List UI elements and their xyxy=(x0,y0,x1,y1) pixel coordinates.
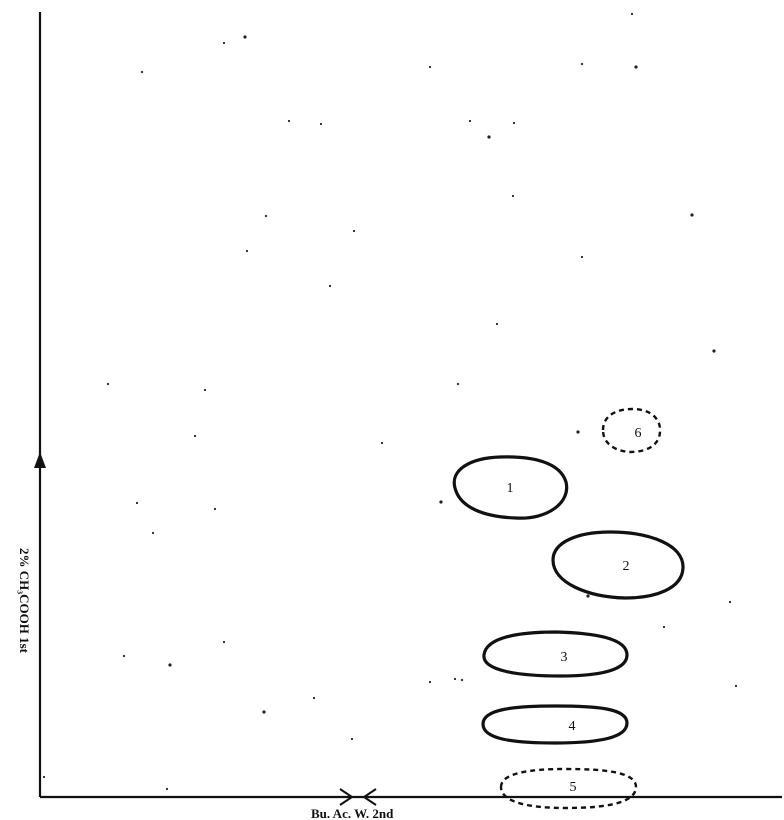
spot-4: 4 xyxy=(481,704,629,745)
paper-speck xyxy=(456,382,460,386)
paper-speck xyxy=(213,507,217,511)
paper-speck xyxy=(734,684,738,688)
second-dimension-label: Bu. Ac. W. 2nd xyxy=(311,806,394,820)
paper-speck xyxy=(106,382,110,386)
paper-speck xyxy=(168,663,172,667)
paper-speck xyxy=(319,122,323,126)
spot-5: 5 xyxy=(499,767,638,810)
paper-speck xyxy=(42,775,46,779)
paper-speck xyxy=(312,696,316,700)
paper-speck xyxy=(222,640,226,644)
paper-speck xyxy=(662,625,666,629)
paper-speck xyxy=(264,214,268,218)
paper-speck xyxy=(712,349,716,353)
paper-speck xyxy=(495,322,499,326)
spot-2-outline xyxy=(551,530,685,600)
left-arrow-icon xyxy=(362,788,377,806)
spot-6: 6 xyxy=(601,407,662,454)
paper-speck xyxy=(728,600,732,604)
paper-speck xyxy=(151,531,155,535)
first-dimension-axis: 2% CH₃COOH 1st xyxy=(17,12,46,797)
paper-speck xyxy=(222,41,226,45)
paper-speck xyxy=(586,594,590,598)
paper-speck xyxy=(262,710,266,714)
spot-5-outline xyxy=(499,767,638,810)
spot-1-outline xyxy=(452,455,569,520)
paper-speck xyxy=(453,677,457,681)
paper-speck xyxy=(576,430,580,434)
spot-1-label: 1 xyxy=(507,481,514,496)
paper-speck xyxy=(243,35,247,39)
paper-speck xyxy=(580,62,584,66)
paper-speck xyxy=(487,135,491,139)
spot-4-label: 4 xyxy=(569,719,576,734)
paper-speck xyxy=(468,119,472,123)
paper-speck xyxy=(428,65,432,69)
spot-6-outline xyxy=(601,407,662,454)
paper-speck xyxy=(328,284,332,288)
spot-2-label: 2 xyxy=(623,559,630,574)
paper-speck xyxy=(135,501,139,505)
first-dimension-label: 2% CH₃COOH 1st xyxy=(17,548,32,654)
paper-speck xyxy=(245,249,249,253)
paper-speck xyxy=(630,12,634,16)
spot-5-label: 5 xyxy=(570,780,577,795)
paper-speck xyxy=(193,434,197,438)
spot-3: 3 xyxy=(482,630,629,678)
paper-speck xyxy=(460,678,464,682)
paper-speck xyxy=(511,194,515,198)
paper-speck xyxy=(690,213,694,217)
right-arrow-icon xyxy=(339,788,354,806)
second-dimension-axis: Bu. Ac. W. 2nd xyxy=(40,788,782,820)
paper-speck xyxy=(165,787,169,791)
paper-speck xyxy=(350,737,354,741)
paper-speck xyxy=(203,388,207,392)
paper-speck xyxy=(428,680,432,684)
paper-speck xyxy=(122,654,126,658)
spot-2: 2 xyxy=(551,530,685,600)
vertical-axis-arrow-icon xyxy=(34,452,46,468)
paper-speck xyxy=(140,70,144,74)
spot-3-outline xyxy=(482,630,629,678)
paper-speck xyxy=(380,441,384,445)
spot-3-label: 3 xyxy=(561,650,568,665)
paper-speck xyxy=(287,119,291,123)
spot-6-label: 6 xyxy=(635,426,642,441)
spot-1: 1 xyxy=(452,455,569,520)
paper-speck xyxy=(512,121,516,125)
paper-speck xyxy=(634,65,638,69)
spot-group: 1 2 3 4 5 6 xyxy=(452,407,685,810)
paper-speck xyxy=(352,229,356,233)
spot-4-outline xyxy=(481,704,629,745)
paper-speck xyxy=(580,255,584,259)
background-specks xyxy=(42,12,738,791)
paper-speck xyxy=(439,500,443,504)
